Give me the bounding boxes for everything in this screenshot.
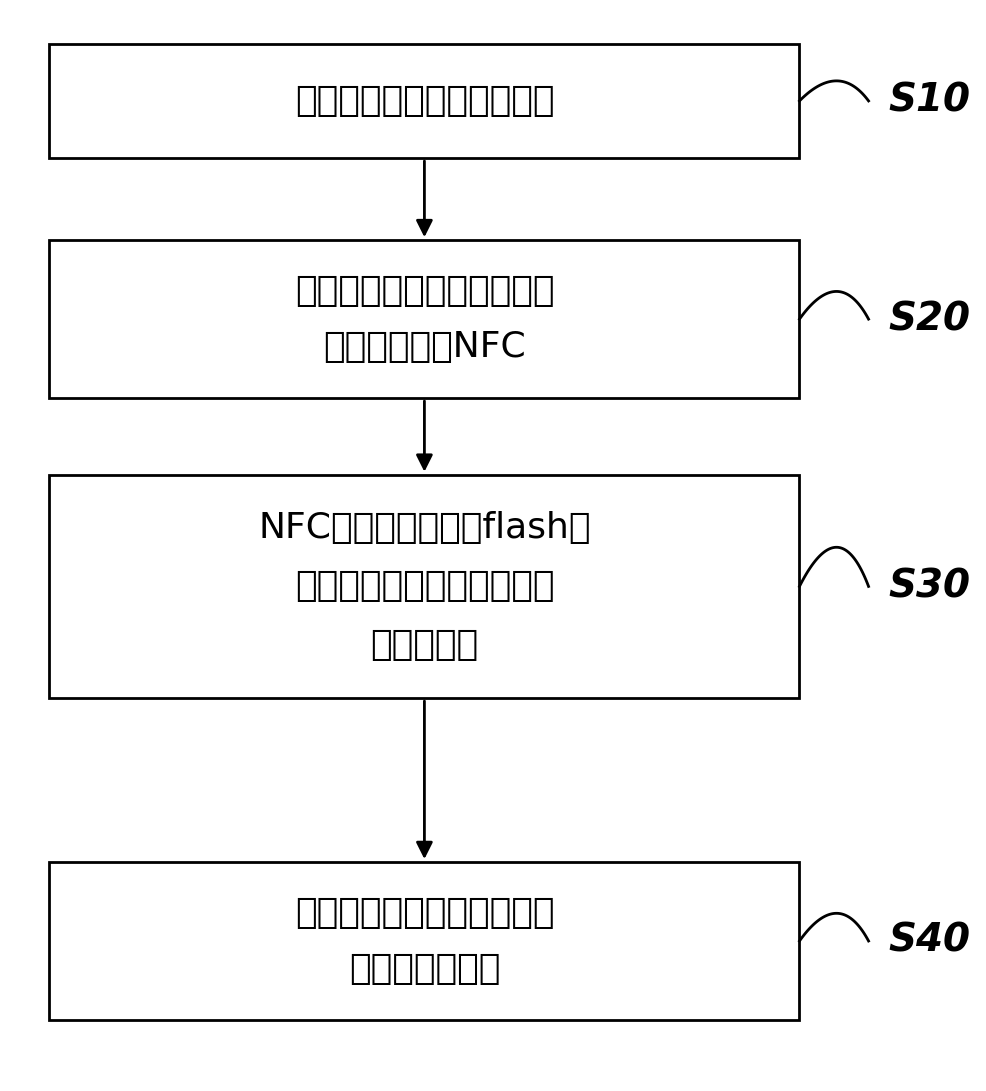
Bar bbox=[49, 44, 799, 158]
Text: 加速模块将处理之后的有效: 加速模块将处理之后的有效 bbox=[295, 896, 553, 930]
Bar bbox=[49, 862, 799, 1020]
Text: NFC根据命令信息从flash中: NFC根据命令信息从flash中 bbox=[258, 511, 590, 544]
Text: 至加速模块: 至加速模块 bbox=[370, 628, 478, 662]
Bar bbox=[49, 475, 799, 698]
Text: S30: S30 bbox=[887, 567, 969, 606]
Bar bbox=[49, 240, 799, 398]
Text: 读取对应的数据信息并发送: 读取对应的数据信息并发送 bbox=[295, 570, 553, 603]
Text: 数据发送给主机: 数据发送给主机 bbox=[348, 952, 500, 986]
Text: 速模块并通知NFC: 速模块并通知NFC bbox=[322, 331, 526, 364]
Text: S20: S20 bbox=[887, 300, 969, 338]
Text: 将读数据命令信息缓存于加: 将读数据命令信息缓存于加 bbox=[295, 274, 553, 308]
Text: S40: S40 bbox=[887, 922, 969, 960]
Text: S10: S10 bbox=[887, 82, 969, 120]
Text: 接收主机下发的读数据命令: 接收主机下发的读数据命令 bbox=[295, 84, 553, 118]
